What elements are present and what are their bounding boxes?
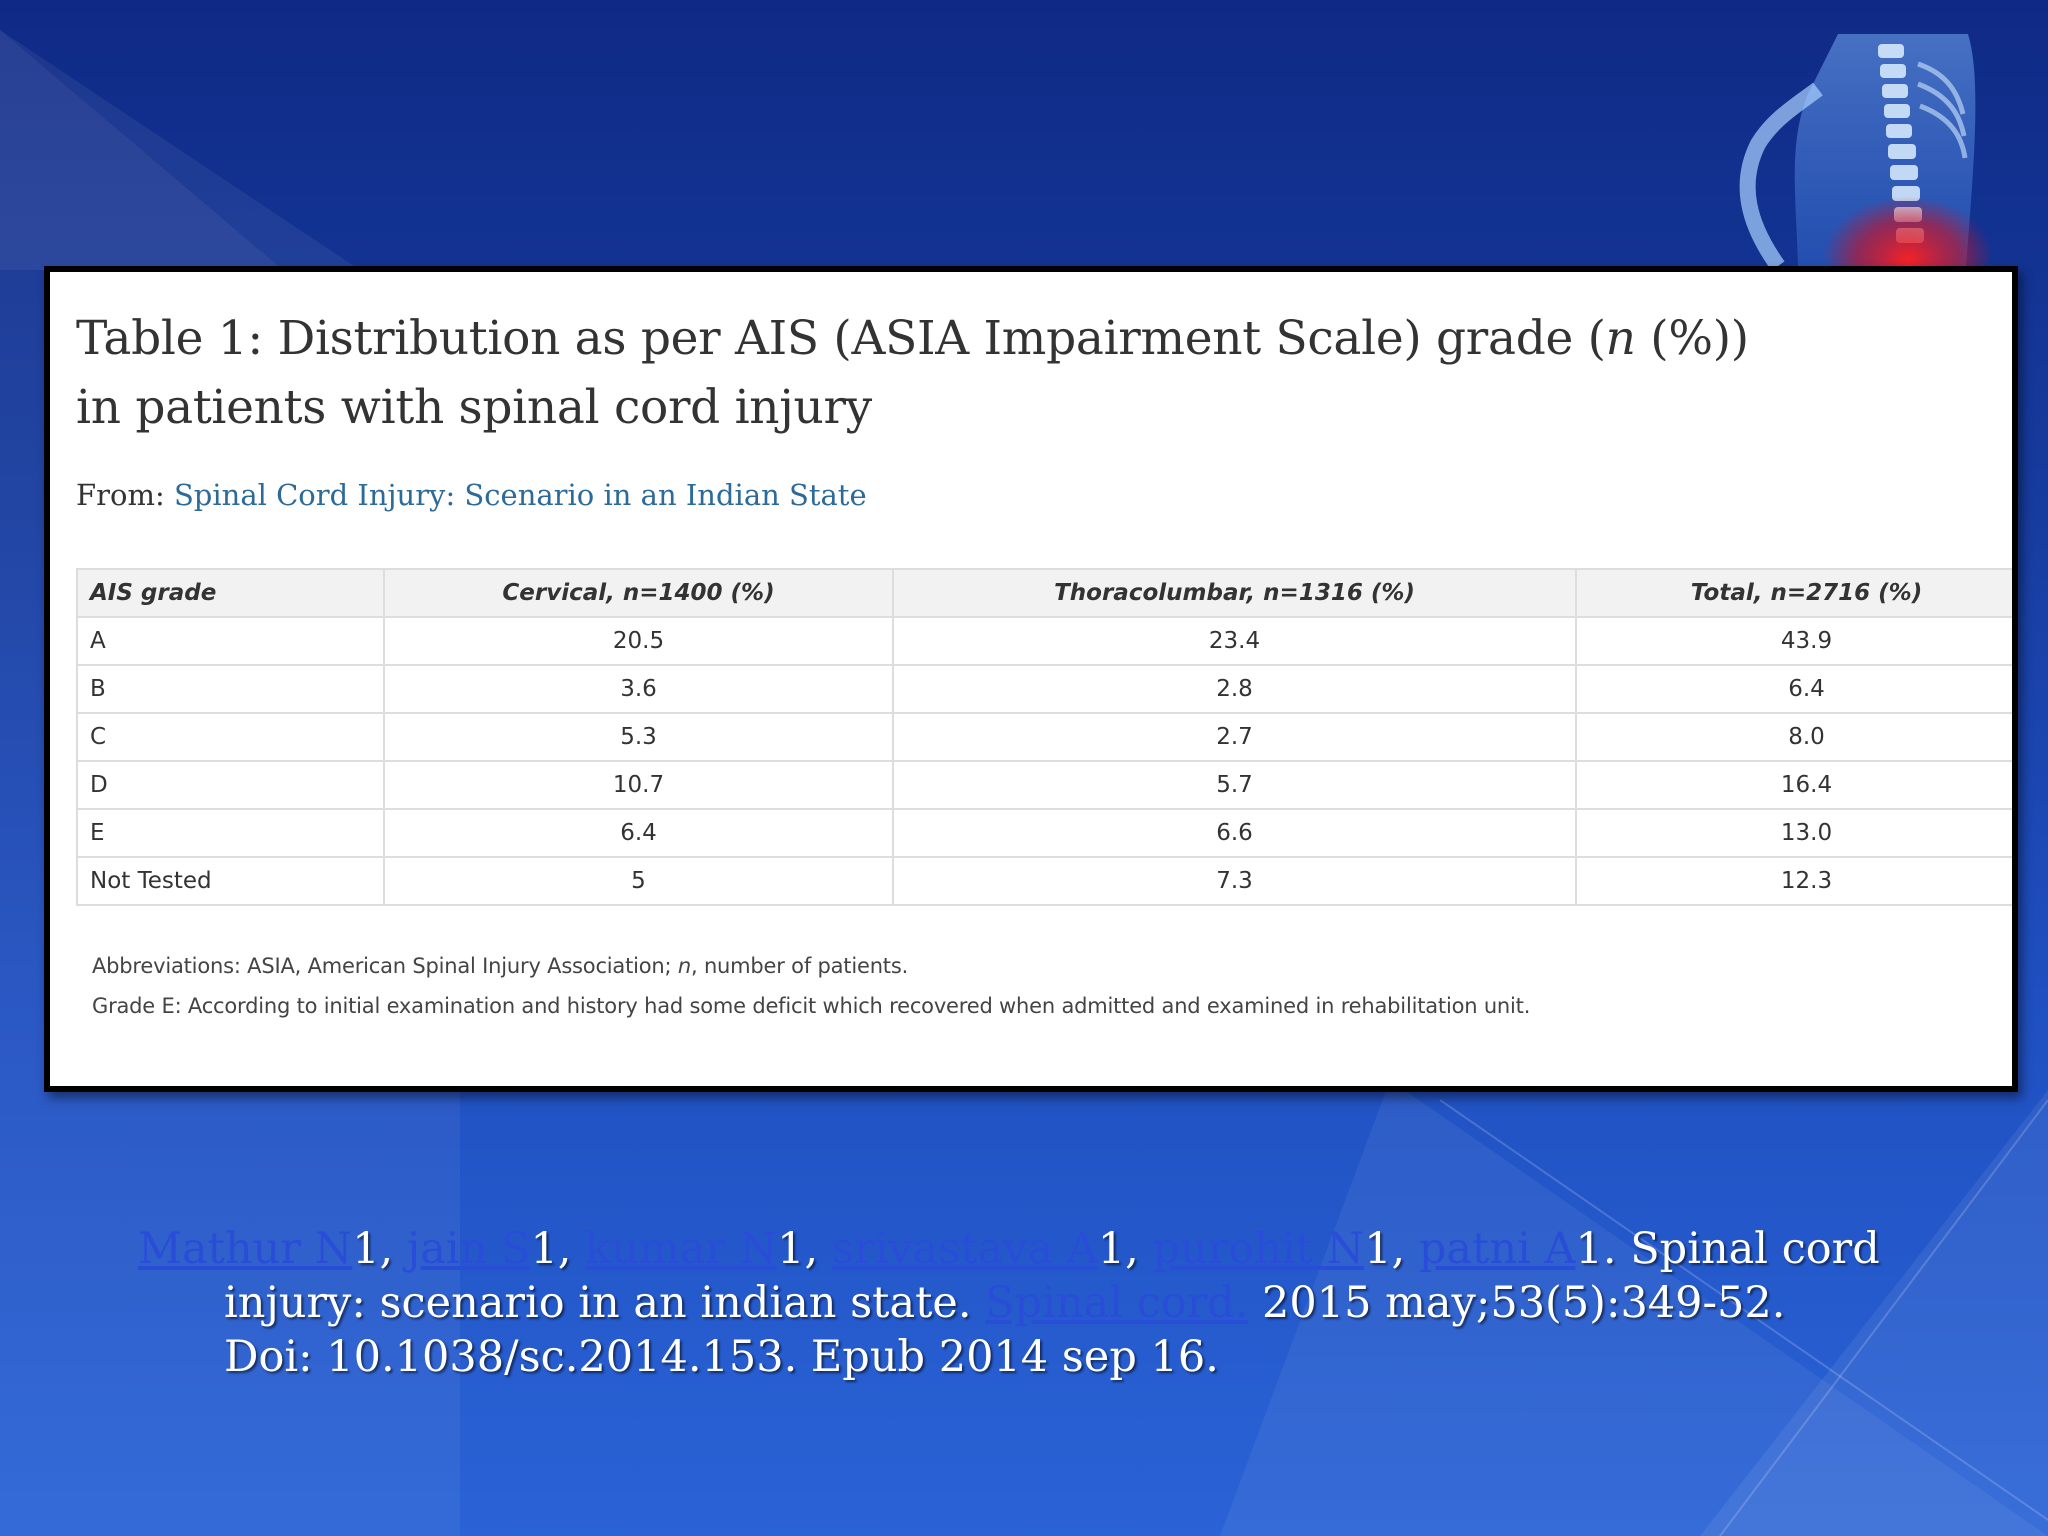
spine-xray-image <box>1739 34 2003 266</box>
citation-details: 2015 may;53(5):349-52. <box>1248 1278 1786 1328</box>
journal-link[interactable]: Spinal cord. <box>985 1278 1249 1328</box>
citation-title-end: injury: scenario in an indian state. <box>224 1278 986 1328</box>
column-header-ais-grade: AIS grade <box>76 568 385 618</box>
table-title-text-end: (%)) in patients with spinal cord injury <box>76 311 1749 435</box>
cell-grade: C <box>76 712 385 762</box>
cell-total: 6.4 <box>1575 664 2012 714</box>
table-title-italic: n <box>1605 311 1636 366</box>
table-header-row: AIS grade Cervical, n=1400 (%) Thoracolu… <box>76 568 2012 618</box>
table-row: Not Tested 5 7.3 12.3 <box>76 856 2012 906</box>
source-article-link[interactable]: Spinal Cord Injury: Scenario in an India… <box>173 478 867 512</box>
author-link-kumar[interactable]: kumar N <box>585 1224 778 1274</box>
abbreviations-footnote: Abbreviations: ASIA, American Spinal Inj… <box>92 954 908 978</box>
cell-total: 43.9 <box>1575 616 2012 666</box>
author-affiliation: 1 <box>352 1224 380 1274</box>
table-title: Table 1: Distribution as per AIS (ASIA I… <box>76 304 1776 442</box>
source-line: From: Spinal Cord Injury: Scenario in an… <box>76 478 867 512</box>
table-row: C 5.3 2.7 8.0 <box>76 712 2012 762</box>
citation-title-start: . Spinal cord <box>1602 1224 1880 1274</box>
cell-cervical: 5 <box>383 856 894 906</box>
author-affiliation: 1 <box>530 1224 558 1274</box>
footnote-italic: n <box>677 954 691 978</box>
column-header-thoracolumbar: Thoracolumbar, n=1316 (%) <box>892 568 1577 618</box>
column-header-total: Total, n=2716 (%) <box>1575 568 2012 618</box>
table-row: D 10.7 5.7 16.4 <box>76 760 2012 810</box>
citation-line-2: injury: scenario in an indian state. Spi… <box>138 1276 1978 1330</box>
author-link-srivastava[interactable]: srivastava A <box>831 1224 1098 1274</box>
table-row: B 3.6 2.8 6.4 <box>76 664 2012 714</box>
author-affiliation: 1 <box>777 1224 805 1274</box>
cell-cervical: 3.6 <box>383 664 894 714</box>
reference-citation: Mathur N1, jain S1, kumar N1, srivastava… <box>138 1222 1978 1384</box>
author-link-purohit[interactable]: purohit N <box>1152 1224 1365 1274</box>
author-link-patni[interactable]: patni A <box>1418 1224 1576 1274</box>
cell-total: 13.0 <box>1575 808 2012 858</box>
cell-grade: B <box>76 664 385 714</box>
ais-grade-table: AIS grade Cervical, n=1400 (%) Thoracolu… <box>76 568 2012 906</box>
author-affiliation: 1 <box>1575 1224 1603 1274</box>
author-link-mathur[interactable]: Mathur N <box>138 1224 353 1274</box>
author-affiliation: 1 <box>1364 1224 1392 1274</box>
table-figure: Table 1: Distribution as per AIS (ASIA I… <box>44 266 2018 1092</box>
cell-thoracolumbar: 2.7 <box>892 712 1577 762</box>
cell-grade: D <box>76 760 385 810</box>
table-row: A 20.5 23.4 43.9 <box>76 616 2012 666</box>
table-title-text: Table 1: Distribution as per AIS (ASIA I… <box>76 311 1606 366</box>
from-label: From: <box>76 478 174 512</box>
cell-cervical: 6.4 <box>383 808 894 858</box>
cell-grade: A <box>76 616 385 666</box>
author-link-jain[interactable]: jain S <box>406 1224 531 1274</box>
cell-thoracolumbar: 7.3 <box>892 856 1577 906</box>
cell-total: 16.4 <box>1575 760 2012 810</box>
cell-thoracolumbar: 6.6 <box>892 808 1577 858</box>
column-header-cervical: Cervical, n=1400 (%) <box>383 568 894 618</box>
cell-thoracolumbar: 2.8 <box>892 664 1577 714</box>
cell-grade: E <box>76 808 385 858</box>
citation-line-1: Mathur N1, jain S1, kumar N1, srivastava… <box>138 1224 1880 1274</box>
grade-e-footnote: Grade E: According to initial examinatio… <box>92 994 1531 1018</box>
cell-thoracolumbar: 23.4 <box>892 616 1577 666</box>
cell-cervical: 10.7 <box>383 760 894 810</box>
cell-thoracolumbar: 5.7 <box>892 760 1577 810</box>
cell-grade: Not Tested <box>76 856 385 906</box>
author-affiliation: 1 <box>1097 1224 1126 1274</box>
citation-doi: Doi: 10.1038/sc.2014.153. Epub 2014 sep … <box>224 1332 1219 1382</box>
cell-total: 8.0 <box>1575 712 2012 762</box>
cell-cervical: 20.5 <box>383 616 894 666</box>
footnote-text: Abbreviations: ASIA, American Spinal Inj… <box>92 954 678 978</box>
cell-total: 12.3 <box>1575 856 2012 906</box>
table-row: E 6.4 6.6 13.0 <box>76 808 2012 858</box>
footnote-text-end: , number of patients. <box>691 954 909 978</box>
cell-cervical: 5.3 <box>383 712 894 762</box>
